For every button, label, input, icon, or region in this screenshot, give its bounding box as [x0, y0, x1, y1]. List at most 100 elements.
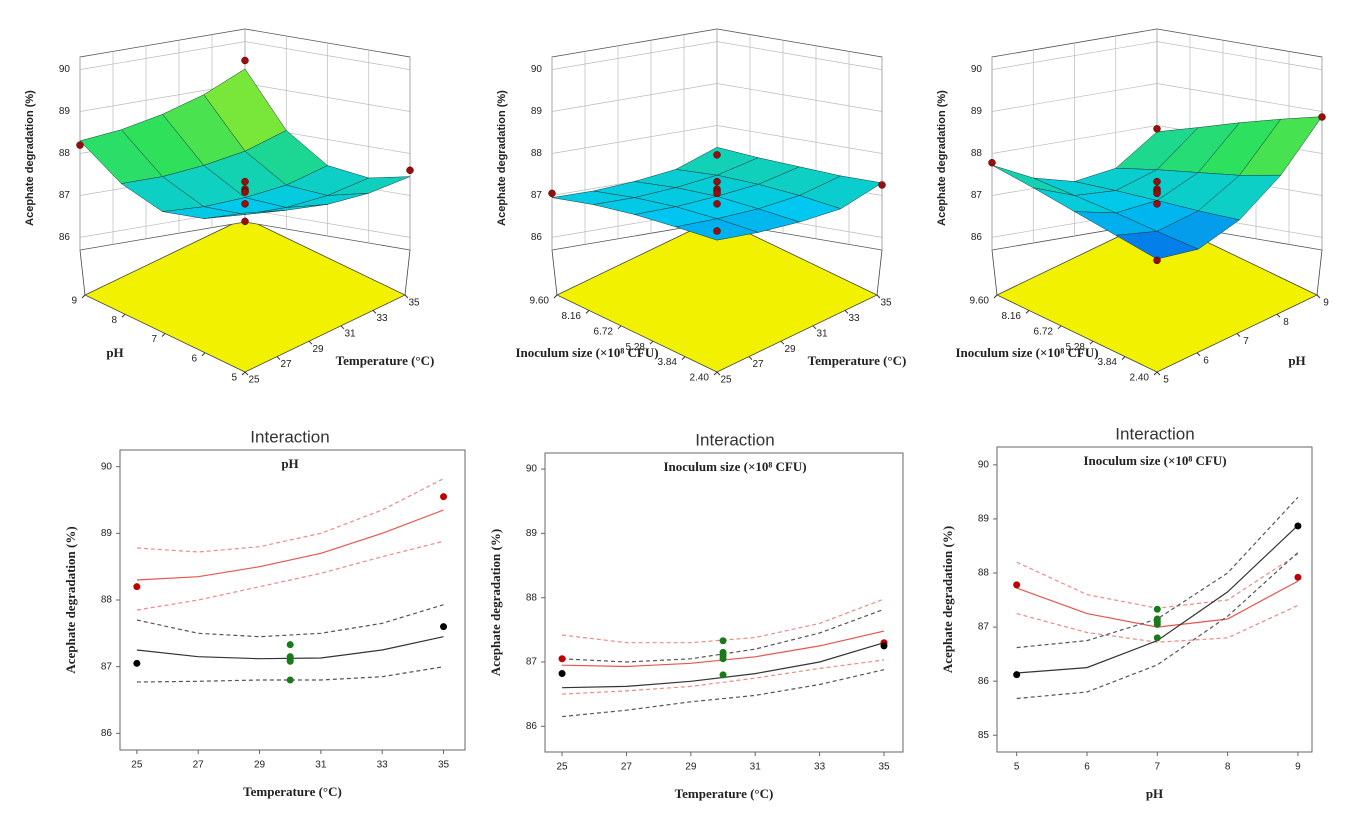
y-tick-label: 6.72	[594, 326, 614, 337]
x-tick-label: 25	[720, 375, 732, 386]
legend-title: pH	[281, 456, 298, 471]
data-point	[1153, 634, 1161, 642]
data-point	[133, 659, 141, 667]
x-tick-label: 27	[280, 359, 292, 370]
x-tick-label: 31	[816, 328, 828, 339]
x-tick-label: 33	[814, 762, 826, 773]
x-tick	[1316, 294, 1321, 299]
y-tick-label: 2.40	[1130, 373, 1150, 384]
box-edge	[551, 249, 558, 296]
box-edge	[991, 249, 998, 296]
x-axis-label: Temperature (°C)	[336, 353, 435, 368]
chart-title: Interaction	[695, 430, 774, 449]
y-tick-label: 6.72	[1034, 326, 1054, 337]
wall-grid-line	[79, 41, 411, 70]
x-tick-label: 35	[438, 760, 450, 771]
design-point	[1153, 177, 1161, 186]
z-tick-label: 87	[59, 190, 71, 201]
plot-frame	[544, 452, 904, 753]
x-tick-label: 7	[1155, 762, 1161, 773]
design-point	[241, 56, 249, 65]
z-tick-label: 86	[971, 232, 983, 243]
data-point	[440, 493, 448, 501]
y-tick	[1057, 325, 1062, 330]
y-tick-label: 3.84	[1098, 357, 1118, 368]
design-point	[713, 227, 721, 235]
wall-grid-line	[991, 41, 1323, 70]
y-tick-label: 90	[101, 461, 113, 472]
design-point	[713, 151, 721, 159]
x-tick-label: 33	[376, 313, 388, 324]
wall-grid-line	[551, 125, 883, 154]
y-tick	[1025, 310, 1030, 314]
design-point	[1153, 200, 1161, 208]
data-point	[880, 642, 888, 650]
x-tick-label: 9	[1323, 298, 1329, 309]
y-axis-label: Acephate degradation (%)	[63, 526, 78, 673]
x-tick	[1196, 352, 1201, 357]
y-tick-label: 7	[151, 334, 157, 345]
y-tick-label: 8.16	[562, 311, 582, 322]
y-tick	[1121, 356, 1126, 360]
y-tick	[993, 294, 998, 299]
y-tick-label: 5.28	[626, 342, 646, 353]
data-point	[1013, 671, 1021, 679]
chart-title: Interaction	[1115, 424, 1194, 443]
z-tick-label: 88	[971, 148, 983, 159]
chart-title: Interaction	[250, 427, 329, 446]
y-tick-label: 5	[231, 373, 237, 384]
x-tick-label: 8	[1225, 762, 1231, 773]
x-tick-label: 5	[1163, 375, 1169, 386]
x-tick-label: 31	[344, 328, 356, 339]
y-tick	[553, 294, 558, 299]
confidence-line	[136, 604, 444, 638]
y-tick-label: 87	[526, 657, 538, 668]
z-tick-label: 89	[971, 106, 983, 117]
design-point	[713, 200, 721, 208]
design-point	[1153, 125, 1161, 133]
x-tick-label: 29	[685, 762, 697, 773]
x-tick-label: 27	[193, 760, 205, 771]
y-tick	[713, 371, 718, 376]
design-point	[1153, 256, 1161, 265]
x-tick-label: 31	[750, 762, 762, 773]
x-tick	[1236, 333, 1241, 337]
y-tick-label: 9.60	[530, 296, 550, 307]
y-tick-label: 2.40	[690, 373, 710, 384]
y-tick-label: 89	[101, 528, 113, 539]
data-point	[719, 655, 727, 663]
y-tick	[617, 325, 622, 330]
y-tick	[161, 333, 166, 337]
confidence-line	[136, 666, 444, 683]
confidence-line	[136, 540, 444, 611]
x-axis-label: Temperature (°C)	[675, 786, 774, 801]
z-tick-label: 90	[971, 64, 983, 75]
data-point	[719, 637, 727, 645]
design-point	[1153, 189, 1161, 198]
data-point	[286, 657, 294, 665]
y-tick-label: 87	[978, 622, 990, 633]
x-axis-label: Temperature (°C)	[808, 353, 907, 368]
z-tick-label: 87	[971, 190, 983, 201]
z-tick-label: 86	[59, 232, 71, 243]
y-tick-label: 87	[101, 661, 113, 672]
x-tick-label: 33	[377, 760, 389, 771]
x-tick-label: 8	[1283, 317, 1289, 328]
y-tick-label: 5.28	[1066, 342, 1086, 353]
z-tick-label: 88	[531, 148, 543, 159]
z-axis-label: Acephate degradation (%)	[936, 90, 948, 226]
x-tick	[308, 340, 313, 345]
y-axis-label: Inoculum size (×10⁸ CFU)	[515, 345, 658, 360]
y-tick	[201, 352, 206, 357]
design-point	[406, 166, 414, 175]
x-tick-label: 31	[315, 760, 327, 771]
z-tick-label: 90	[531, 64, 543, 75]
x-axis-label: Temperature (°C)	[243, 784, 342, 799]
design-point	[76, 141, 84, 149]
z-tick-label: 86	[531, 232, 543, 243]
y-axis-label: Acephate degradation (%)	[488, 529, 503, 676]
confidence-line	[1016, 496, 1299, 649]
x-tick	[716, 371, 721, 376]
y-tick-label: 3.84	[658, 357, 678, 368]
data-point	[440, 623, 448, 631]
